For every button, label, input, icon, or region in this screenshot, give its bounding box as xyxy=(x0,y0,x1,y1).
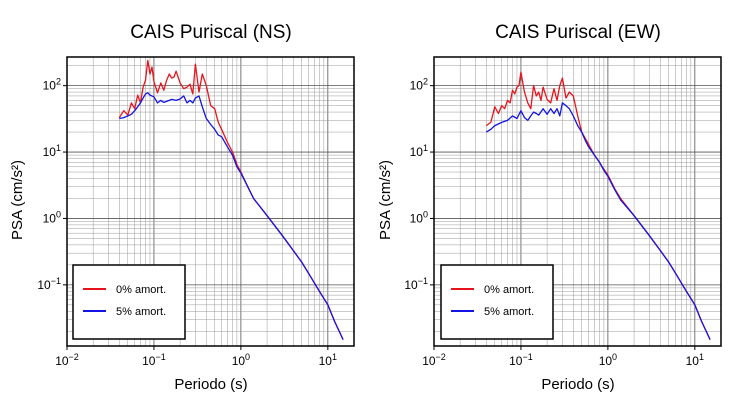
chart-title: CAIS Puriscal (EW) xyxy=(495,22,661,43)
x-tick-label: 101 xyxy=(319,352,337,368)
x-axis-label: Periodo (s) xyxy=(174,376,247,393)
tick-labels: 10−2 10−1 100 101 10−1 100 101 102 xyxy=(37,77,337,368)
y-tick-label: 102 xyxy=(43,77,61,93)
plot-frame xyxy=(433,56,722,347)
legend: 0% amort. 5% amort. xyxy=(440,264,554,340)
x-axis-label: Periodo (s) xyxy=(541,376,614,393)
y-tick-label: 100 xyxy=(410,209,428,225)
y-tick-label: 10−1 xyxy=(37,276,61,292)
legend-label-0: 0% amort. xyxy=(116,284,166,296)
y-axis-label: PSA (cm/s²) xyxy=(377,160,394,240)
legend-label-0: 0% amort. xyxy=(484,284,534,296)
tick-labels: 10−2 10−1 100 101 10−1 100 101 102 xyxy=(404,77,704,368)
y-tick-label: 101 xyxy=(43,143,61,159)
axes-frame xyxy=(66,56,355,347)
plot-frame xyxy=(66,56,355,347)
series-lines xyxy=(485,71,711,340)
x-tick-label: 10−2 xyxy=(55,352,79,368)
x-tick-label: 10−1 xyxy=(142,352,166,368)
axes-frame xyxy=(433,56,722,347)
x-tick-label: 10−1 xyxy=(509,352,533,368)
series-lines xyxy=(118,59,344,340)
grid xyxy=(66,57,355,346)
legend-box xyxy=(72,264,186,340)
legend-box xyxy=(440,264,554,340)
x-tick-label: 100 xyxy=(599,352,617,368)
x-tick-label: 101 xyxy=(686,352,704,368)
y-tick-label: 100 xyxy=(43,209,61,225)
x-tick-label: 10−2 xyxy=(422,352,446,368)
legend-label-1: 5% amort. xyxy=(484,306,534,318)
series-line-1 xyxy=(119,92,344,340)
chart-ns: CAIS Puriscal (NS) 10−2 10−1 100 101 10−1 100… xyxy=(9,22,355,393)
y-tick-label: 101 xyxy=(410,143,428,159)
chart-title: CAIS Puriscal (NS) xyxy=(130,22,292,43)
legend: 0% amort. 5% amort. xyxy=(72,264,186,340)
legend-label-1: 5% amort. xyxy=(116,306,166,318)
y-axis-label: PSA (cm/s²) xyxy=(9,160,26,240)
y-tick-label: 10−1 xyxy=(404,276,428,292)
series-line-1 xyxy=(485,102,711,340)
x-tick-label: 100 xyxy=(232,352,250,368)
y-tick-label: 102 xyxy=(410,77,428,93)
chart-ew: CAIS Puriscal (EW) 10−2 10−1 100 101 10−1 100… xyxy=(377,22,722,393)
